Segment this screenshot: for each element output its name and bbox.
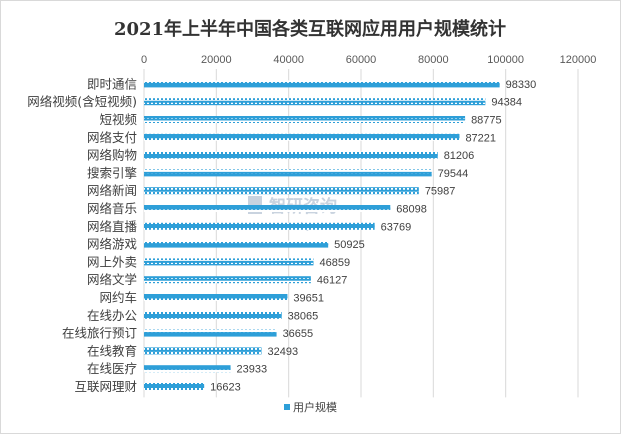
value-label: 36655 bbox=[283, 328, 314, 340]
category-label: 在线旅行预订 bbox=[62, 326, 137, 341]
value-label: 38065 bbox=[288, 310, 319, 322]
category-label: 网络视频(含短视频) bbox=[27, 94, 137, 109]
value-label: 23933 bbox=[237, 364, 268, 376]
value-label: 79544 bbox=[438, 168, 469, 180]
value-label: 94384 bbox=[491, 97, 522, 109]
category-label: 即时通信 bbox=[87, 76, 137, 91]
x-tick-label: 0 bbox=[141, 54, 147, 66]
x-tick-label: 20000 bbox=[201, 54, 232, 66]
value-label: 75987 bbox=[425, 186, 456, 198]
x-tick-label: 80000 bbox=[418, 54, 449, 66]
category-label: 网络新闻 bbox=[87, 183, 137, 198]
legend: 用户规模 bbox=[284, 400, 337, 414]
category-label: 短视频 bbox=[99, 112, 137, 127]
bars bbox=[144, 80, 500, 390]
value-label: 63769 bbox=[381, 221, 412, 233]
value-label: 46859 bbox=[319, 257, 350, 269]
x-tick-label: 100000 bbox=[487, 54, 524, 66]
value-label: 46127 bbox=[317, 275, 348, 287]
value-labels: 98330 94384 88775 87221 81206 79544 75987 68098… bbox=[210, 79, 536, 394]
value-label: 98330 bbox=[506, 79, 537, 91]
legend-label-user-scale: 用户规模 bbox=[293, 400, 337, 414]
value-label: 39651 bbox=[293, 293, 324, 305]
category-label: 网络直播 bbox=[87, 219, 138, 234]
x-tick-label: 40000 bbox=[273, 54, 304, 66]
value-label: 50925 bbox=[334, 239, 365, 251]
category-label: 网络购物 bbox=[87, 148, 137, 163]
category-label: 网络支付 bbox=[87, 130, 137, 145]
category-label: 在线教育 bbox=[87, 343, 137, 358]
x-tick-label: 120000 bbox=[560, 54, 597, 66]
category-label: 网络游戏 bbox=[87, 237, 137, 252]
category-label: 互联网理财 bbox=[74, 379, 137, 394]
category-label: 搜索引擎 bbox=[87, 165, 137, 180]
value-label: 16623 bbox=[210, 382, 241, 394]
value-label: 88775 bbox=[471, 115, 502, 127]
category-label: 网络音乐 bbox=[87, 201, 137, 216]
x-tick-label: 60000 bbox=[346, 54, 377, 66]
chart-title: 2021年上半年中国各类互联网应用用户规模统计 bbox=[114, 18, 506, 40]
grid-lines bbox=[143, 69, 579, 398]
category-label: 网约车 bbox=[99, 290, 137, 305]
category-label: 网上外卖 bbox=[87, 254, 137, 269]
value-label: 68098 bbox=[396, 204, 427, 216]
category-label: 在线办公 bbox=[87, 308, 138, 323]
value-label: 87221 bbox=[465, 132, 496, 144]
category-label: 在线医疗 bbox=[87, 361, 137, 376]
x-axis-ticks: 0 20000 40000 60000 80000 100000 120000 bbox=[141, 54, 596, 66]
category-label: 网络文学 bbox=[87, 272, 137, 287]
legend-swatch bbox=[284, 404, 290, 410]
value-label: 81206 bbox=[444, 150, 475, 162]
value-label: 32493 bbox=[268, 346, 299, 358]
